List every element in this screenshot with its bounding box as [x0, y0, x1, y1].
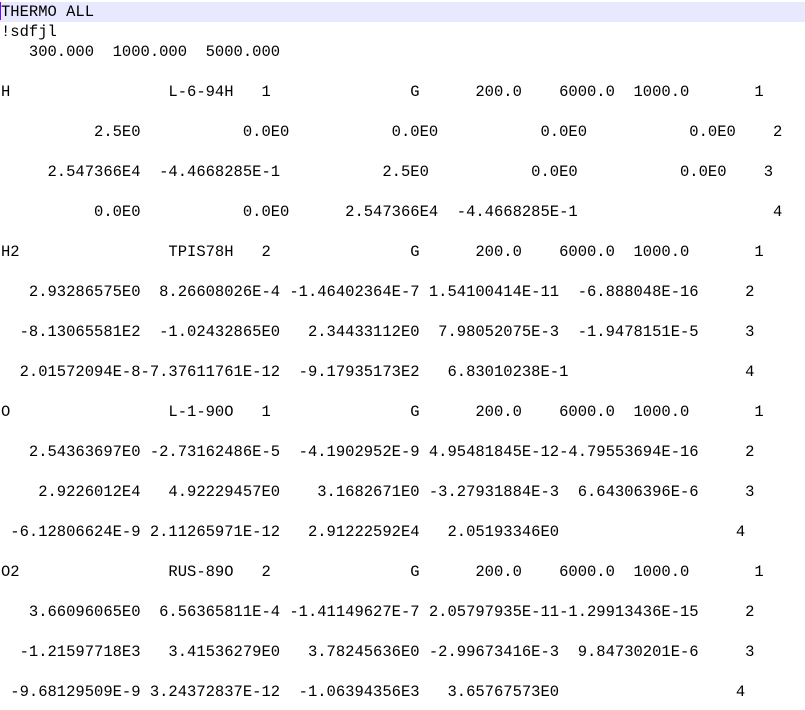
text-line[interactable]: -9.68129509E-9 3.24372837E-12 -1.0639435… [1, 683, 746, 701]
text-line[interactable]: -6.12806624E-9 2.11265971E-12 2.91222592… [1, 523, 746, 541]
text-line[interactable]: 2.547366E4 -4.4668285E-1 2.5E0 0.0E0 0.0… [1, 163, 774, 181]
text-line[interactable]: 3.66096065E0 6.56365811E-4 -1.41149627E-… [1, 603, 755, 621]
text-line[interactable] [0, 502, 805, 522]
text-line[interactable]: 2.9226012E4 4.92229457E0 3.1682671E0 -3.… [1, 483, 755, 501]
text-line[interactable] [0, 302, 805, 322]
text-line[interactable]: !sdfjl [1, 23, 57, 41]
text-line[interactable] [0, 462, 805, 482]
text-line[interactable]: -8.13065581E2 -1.02432865E0 2.34433112E0… [1, 323, 755, 341]
text-line[interactable]: 2.93286575E0 8.26608026E-4 -1.46402364E-… [1, 283, 755, 301]
text-line[interactable]: -1.21597718E3 3.41536279E0 3.78245636E0 … [1, 643, 755, 661]
text-line[interactable] [0, 62, 805, 82]
text-line[interactable] [0, 662, 805, 682]
text-line[interactable]: H L-6-94H 1 G 200.0 6000.0 1000.0 1 [1, 83, 764, 101]
text-line[interactable] [0, 422, 805, 442]
text-line[interactable]: 300.000 1000.000 5000.000 [1, 43, 281, 61]
text-line[interactable] [0, 182, 805, 202]
text-line[interactable]: O2 RUS-89O 2 G 200.0 6000.0 1000.0 1 [1, 563, 764, 581]
text-line[interactable] [0, 582, 805, 602]
text-line[interactable] [0, 262, 805, 282]
text-line[interactable] [0, 142, 805, 162]
text-line[interactable]: 2.01572094E-8-7.37611761E-12 -9.17935173… [1, 363, 755, 381]
text-caret [0, 2, 1, 20]
text-line[interactable]: O L-1-90O 1 G 200.0 6000.0 1000.0 1 [1, 403, 764, 421]
text-line[interactable]: H2 TPIS78H 2 G 200.0 6000.0 1000.0 1 [1, 243, 764, 261]
text-line[interactable]: 2.5E0 0.0E0 0.0E0 0.0E0 0.0E0 2 [1, 123, 783, 141]
text-line[interactable] [0, 542, 805, 562]
text-line[interactable] [0, 102, 805, 122]
text-line[interactable] [0, 622, 805, 642]
text-line[interactable]: 0.0E0 0.0E0 2.547366E4 -4.4668285E-1 4 [1, 203, 783, 221]
text-line[interactable] [0, 382, 805, 402]
text-line[interactable] [0, 222, 805, 242]
text-line[interactable]: 2.54363697E0 -2.73162486E-5 -4.1902952E-… [1, 443, 755, 461]
current-line[interactable]: THERMO ALL [0, 2, 805, 22]
text-line[interactable] [0, 342, 805, 362]
